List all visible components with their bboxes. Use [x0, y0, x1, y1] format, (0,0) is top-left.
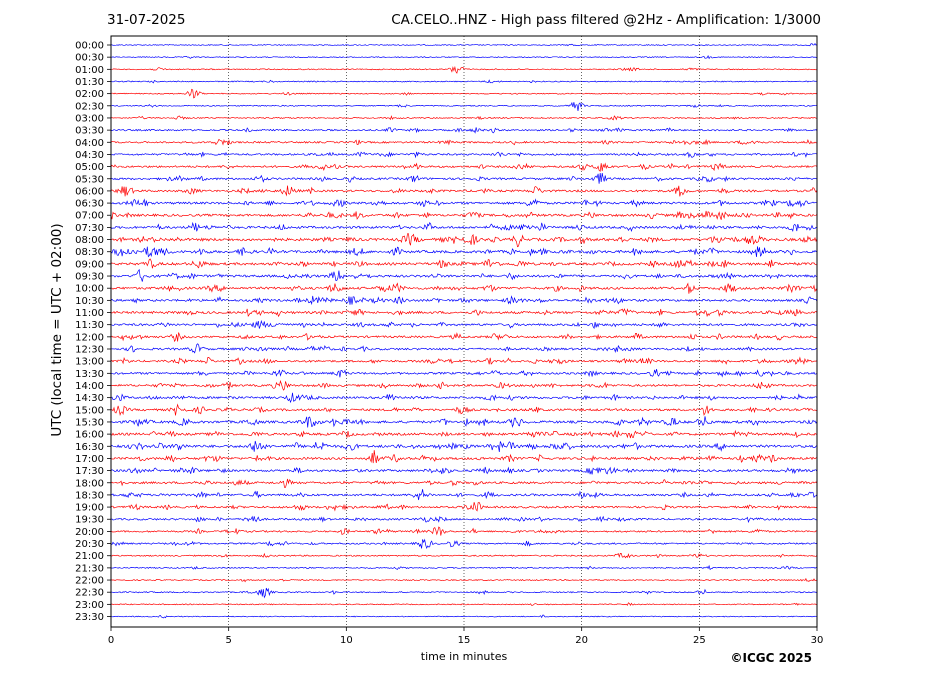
- y-tick-label: 23:00: [75, 600, 104, 611]
- y-tick-label: 07:30: [75, 223, 104, 234]
- y-tick-label: 08:30: [75, 247, 104, 258]
- y-tick-label: 10:30: [75, 296, 104, 307]
- copyright-label: ©ICGC 2025: [730, 651, 812, 665]
- trace-1730: [110, 466, 818, 475]
- x-tick-label: 25: [693, 635, 706, 646]
- y-tick-label: 18:30: [75, 490, 104, 501]
- y-tick-label: 02:00: [75, 89, 104, 100]
- y-tick-label: 04:30: [75, 150, 104, 161]
- plot-frame: [110, 35, 818, 628]
- y-tick-label: 21:30: [75, 563, 104, 574]
- y-tick-label: 13:00: [75, 357, 104, 368]
- trace-1330: [110, 369, 818, 378]
- y-tick-label: 06:30: [75, 199, 104, 210]
- y-tick-label: 00:30: [75, 53, 104, 64]
- y-tick-label: 12:00: [75, 332, 104, 343]
- trace-0900: [110, 258, 818, 269]
- trace-0430: [110, 151, 818, 159]
- x-tick-label: 5: [225, 635, 231, 646]
- x-axis-label: time in minutes: [420, 650, 508, 663]
- x-tick-label: 20: [575, 635, 588, 646]
- y-tick-label: 05:30: [75, 174, 104, 185]
- y-tick-label: 17:00: [75, 454, 104, 465]
- trace-1500: [110, 403, 818, 417]
- y-tick-label: 20:30: [75, 539, 104, 550]
- x-tick-label: 0: [108, 635, 114, 646]
- y-tick-label: 01:30: [75, 77, 104, 88]
- trace-2230: [110, 587, 818, 599]
- x-tick-label: 15: [458, 635, 471, 646]
- y-tick-label: 14:00: [75, 381, 104, 392]
- trace-0530: [110, 172, 818, 184]
- y-tick-label: 07:00: [75, 211, 104, 222]
- y-tick-label: 09:00: [75, 259, 104, 270]
- y-tick-label: 03:00: [75, 113, 104, 124]
- trace-0630: [110, 198, 817, 208]
- y-tick-label: 15:30: [75, 417, 104, 428]
- y-tick-label: 22:00: [75, 576, 104, 587]
- y-tick-label: 16:00: [75, 430, 104, 441]
- gridlines: [228, 36, 700, 627]
- y-tick-label: 11:00: [75, 308, 104, 319]
- trace-1900: [110, 501, 818, 512]
- y-tick-label: 21:00: [75, 551, 104, 562]
- y-tick-label: 09:30: [75, 272, 104, 283]
- trace-0700: [110, 210, 818, 220]
- trace-0600: [110, 185, 818, 197]
- y-tick-label: 10:00: [75, 284, 104, 295]
- x-tick-label: 30: [811, 635, 824, 646]
- y-tick-label: 00:00: [75, 41, 104, 52]
- y-tick-label: 19:00: [75, 503, 104, 514]
- x-axis: 0 5 10 15 20 25 30: [108, 627, 824, 646]
- trace-2200: [110, 577, 818, 583]
- y-tick-label: 04:00: [75, 138, 104, 149]
- chart-title: CA.CELO..HNZ - High pass filtered @2Hz -…: [391, 12, 821, 28]
- y-tick-label: 11:30: [75, 320, 104, 331]
- y-tick-label: 06:00: [75, 186, 104, 197]
- y-tick-label: 03:30: [75, 126, 104, 137]
- y-tick-label: 01:00: [75, 65, 104, 76]
- trace-2300: [110, 602, 818, 607]
- trace-0730: [110, 221, 818, 232]
- y-axis-label: UTC (local time = UTC + 02:00): [49, 223, 65, 437]
- y-tick-label: 13:30: [75, 369, 104, 380]
- trace-1800: [110, 478, 818, 488]
- x-tick-label: 10: [340, 635, 353, 646]
- trace-0230: [110, 101, 818, 111]
- y-tick-label: 02:30: [75, 101, 104, 112]
- y-tick-label: 16:30: [75, 442, 104, 453]
- y-tick-label: 17:30: [75, 466, 104, 477]
- y-tick-label: 08:00: [75, 235, 104, 246]
- y-tick-label: 12:30: [75, 345, 104, 356]
- y-tick-label: 05:00: [75, 162, 104, 173]
- trace-1430: [110, 392, 818, 404]
- y-tick-label: 15:00: [75, 405, 104, 416]
- trace-0500: [110, 162, 818, 172]
- y-tick-label: 19:30: [75, 515, 104, 526]
- y-tick-label: 14:30: [75, 393, 104, 404]
- trace-1830: [110, 489, 818, 501]
- y-tick-label: 23:30: [75, 612, 104, 623]
- y-tick-label: 18:00: [75, 478, 104, 489]
- date-label: 31-07-2025: [107, 12, 186, 28]
- trace-2330: [110, 614, 818, 619]
- trace-1400: [111, 379, 817, 391]
- y-tick-label: 20:00: [75, 527, 104, 538]
- trace-1600: [110, 429, 818, 439]
- y-tick-label: 22:30: [75, 588, 104, 599]
